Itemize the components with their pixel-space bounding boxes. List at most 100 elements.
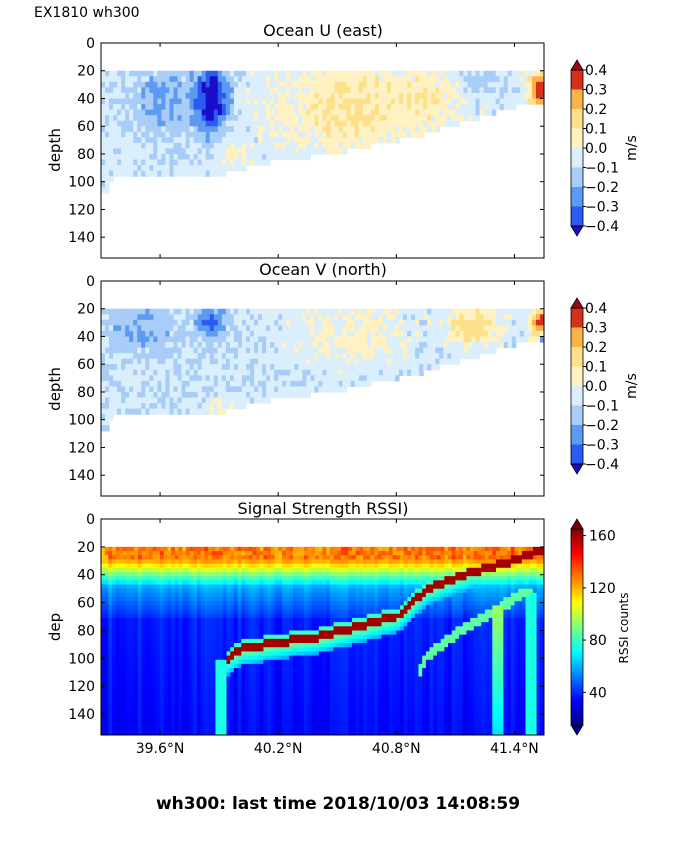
field-cell	[451, 325, 456, 332]
rssi-cell	[145, 701, 150, 707]
rssi-cell	[108, 563, 113, 569]
field-cell	[241, 142, 247, 150]
field-cell	[471, 76, 477, 83]
field-cell	[427, 319, 432, 326]
rssi-cell	[134, 659, 139, 665]
field-cell	[258, 115, 263, 122]
rssi-cell	[167, 601, 172, 606]
rssi-cell	[237, 714, 242, 719]
field-cell	[229, 137, 235, 144]
field-cell	[278, 104, 283, 111]
field-cell	[407, 369, 412, 376]
field-cell	[117, 325, 122, 332]
field-cell	[322, 81, 328, 88]
field-cell	[431, 76, 436, 83]
field-cell	[217, 70, 223, 77]
rssi-cell	[178, 592, 183, 598]
rssi-cell	[112, 630, 117, 636]
field-cell	[113, 342, 118, 349]
rssi-cell	[108, 559, 113, 565]
field-cell	[121, 120, 126, 127]
field-cell	[399, 319, 404, 326]
field-cell	[447, 115, 452, 122]
field-cell	[201, 369, 207, 376]
field-cell	[407, 104, 412, 111]
rssi-cell	[189, 672, 194, 678]
rssi-cell	[230, 626, 235, 632]
field-cell	[278, 120, 283, 127]
rssi-cell	[193, 576, 198, 581]
field-cell	[282, 81, 287, 88]
field-cell	[386, 126, 392, 133]
field-cell	[423, 109, 428, 116]
field-cell	[407, 92, 412, 100]
field-cell	[499, 336, 505, 343]
field-cell	[403, 104, 408, 111]
field-cell	[133, 142, 138, 150]
field-cell	[205, 386, 211, 393]
rssi-cell	[112, 576, 117, 581]
rssi-cell	[115, 638, 121, 644]
rssi-cell	[130, 701, 135, 707]
field-cell	[274, 137, 279, 144]
field-cell	[165, 76, 171, 83]
rssi-cell	[215, 730, 220, 735]
field-cell	[531, 87, 537, 94]
rssi-cell	[208, 559, 213, 565]
field-cell	[161, 325, 167, 332]
field-cell	[318, 330, 324, 338]
rssi-cell	[178, 709, 183, 715]
field-cell	[378, 109, 384, 116]
field-cell	[217, 170, 223, 177]
field-cell	[479, 336, 485, 343]
field-cell	[451, 92, 456, 100]
rssi-cell	[101, 551, 106, 556]
field-cell	[113, 330, 118, 338]
field-cell	[129, 347, 134, 354]
field-cell	[298, 308, 303, 315]
field-cell	[121, 137, 126, 144]
field-cell	[149, 386, 154, 393]
field-cell	[390, 319, 396, 326]
field-cell	[519, 87, 525, 94]
rssi-cell	[178, 609, 183, 615]
field-cell	[294, 81, 299, 88]
field-cell	[302, 325, 307, 332]
field-cell	[129, 170, 134, 177]
rssi-cell	[185, 609, 191, 615]
rssi-cell	[193, 555, 198, 561]
field-cell	[217, 159, 223, 166]
rssi-cell	[167, 709, 172, 715]
field-cell	[254, 92, 259, 100]
rssi-cell	[171, 617, 176, 623]
field-cell	[342, 87, 348, 94]
rssi-cell	[222, 672, 228, 678]
rssi-cell	[101, 705, 106, 711]
rssi-cell	[171, 714, 176, 719]
field-cell	[507, 92, 513, 100]
field-cell	[137, 325, 142, 332]
rssi-cell	[141, 588, 146, 594]
field-cell	[121, 386, 126, 393]
rssi-cell	[171, 672, 176, 678]
field-cell	[366, 142, 372, 150]
field-cell	[419, 319, 424, 326]
field-cell	[423, 314, 428, 321]
field-cell	[197, 98, 203, 105]
rssi-cell	[134, 571, 139, 577]
rssi-cell	[108, 626, 113, 632]
field-cell	[254, 353, 259, 360]
rssi-cell	[112, 676, 117, 682]
field-cell	[229, 353, 235, 360]
field-cell	[298, 369, 303, 376]
field-cell	[278, 369, 283, 376]
rssi-cell	[233, 655, 239, 661]
field-cell	[262, 131, 267, 138]
rssi-cell	[112, 668, 117, 673]
rssi-cell	[182, 551, 187, 556]
rssi-cell	[174, 626, 180, 632]
field-cell	[330, 70, 336, 77]
field-cell	[306, 308, 312, 315]
rssi-cell	[233, 559, 239, 565]
field-cell	[145, 397, 150, 404]
